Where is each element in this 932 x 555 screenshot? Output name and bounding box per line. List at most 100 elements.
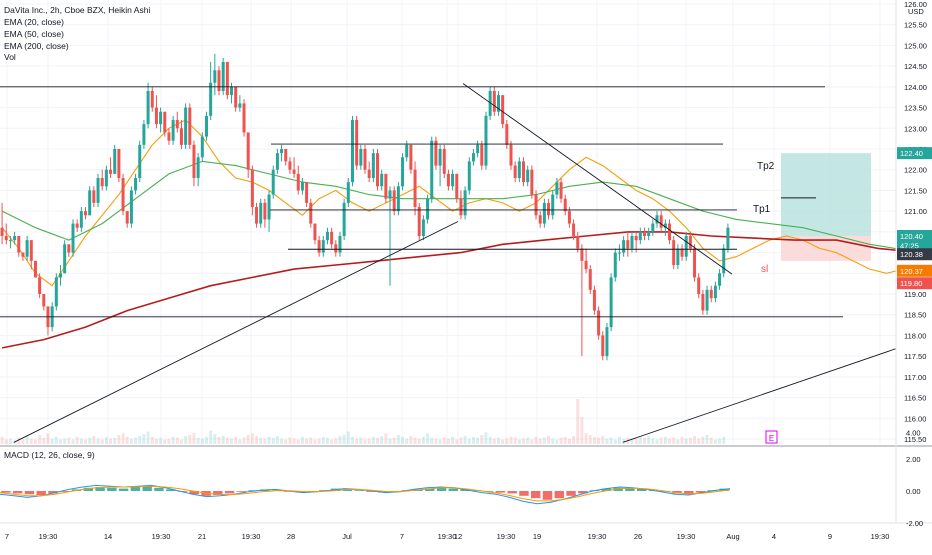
time-tick-label: Aug (726, 532, 739, 541)
trend-drawings[interactable] (0, 83, 896, 443)
candle-body (713, 285, 717, 299)
volume-bar (505, 438, 509, 444)
candle-body (659, 215, 663, 228)
position-zones (781, 153, 871, 261)
volume-bar (96, 438, 100, 444)
volume-bar (651, 438, 655, 444)
candle-body (534, 194, 538, 216)
macd-histogram-bar (425, 488, 435, 491)
candle-body (288, 161, 292, 170)
volume-bars (0, 399, 726, 444)
volume-bar (492, 438, 496, 444)
downtrend-line[interactable] (462, 83, 733, 275)
macd-histogram-bar (483, 491, 494, 492)
candle-body (467, 161, 471, 191)
candle-body (530, 169, 534, 195)
macd-axis[interactable]: 4.00 2.00 0.00 -2.00 (906, 429, 923, 529)
candle-body (388, 190, 392, 199)
price-tick-label: 124.50 (904, 62, 927, 71)
candle-body (655, 215, 659, 224)
volume-bar (697, 438, 701, 444)
volume-bar (92, 435, 96, 444)
volume-bar (659, 437, 663, 444)
macd-histogram-bar (12, 491, 23, 494)
macd-tick-label: -2.00 (906, 519, 923, 528)
candle-body (672, 240, 676, 265)
volume-bar (371, 436, 375, 444)
volume-bar (401, 436, 405, 444)
macd-title[interactable]: MACD (12, 26, close, 9) (4, 450, 95, 460)
indicator-ema20[interactable]: EMA (20, close) (4, 17, 64, 27)
candle-body (271, 169, 275, 195)
candle-body (246, 132, 250, 170)
indicator-ema200[interactable]: EMA (200, close) (4, 41, 69, 51)
volume-bar (538, 438, 542, 444)
volume-bar (54, 436, 58, 444)
candle-body (622, 240, 626, 253)
macd-histogram-bar (248, 490, 258, 491)
volume-bar (250, 433, 254, 444)
candle-body (121, 178, 125, 212)
uptrend-line-left[interactable] (13, 221, 459, 443)
candle-body (21, 252, 25, 257)
volume-bar (534, 436, 538, 444)
macd-histogram-bar (601, 488, 612, 491)
candle-body (405, 144, 409, 158)
macd-histogram-bar (224, 491, 235, 494)
candle-body (726, 227, 730, 249)
time-tick-label: 19:30 (39, 532, 58, 541)
candle-body (538, 215, 542, 224)
symbol-title[interactable]: DaVita Inc., 2h, Cboe BZX, Heikin Ashi (4, 5, 150, 15)
macd-histogram-bar (672, 491, 682, 494)
candle-body (526, 169, 530, 183)
candle-body (718, 273, 722, 286)
volume-bar (376, 437, 379, 444)
candle-body (488, 91, 492, 116)
indicator-ema50[interactable]: EMA (50, close) (4, 29, 64, 39)
price-label-box (897, 230, 932, 242)
candle-body (567, 211, 571, 224)
volume-bar (580, 417, 584, 444)
event-marker-box[interactable] (765, 430, 778, 444)
candle-body (242, 103, 246, 133)
price-label-text: 120.40 (900, 232, 923, 241)
price-tick-label: 125.50 (904, 21, 927, 30)
volume-bar (588, 435, 592, 444)
volume-bar (213, 434, 217, 444)
candle-body (8, 240, 12, 242)
candle-body (634, 236, 638, 241)
candle-body (380, 173, 384, 187)
volume-bar (330, 439, 334, 444)
uptrend-line-right[interactable] (622, 348, 896, 443)
macd-histogram-bar (36, 491, 46, 495)
time-tick-label: 19:30 (152, 532, 171, 541)
volume-bar (221, 435, 225, 444)
volume-bar (488, 436, 492, 444)
price-label-box (897, 277, 932, 290)
candle-body (96, 178, 100, 203)
volume-bar (559, 437, 563, 444)
price-tick-label: 118.50 (904, 311, 926, 320)
volume-bar (547, 435, 551, 444)
candle-body (213, 70, 217, 83)
volume-bar (275, 435, 279, 444)
indicator-vol[interactable]: Vol (4, 52, 16, 62)
volume-bar (267, 436, 271, 444)
volume-bar (680, 436, 684, 444)
candle-body (651, 223, 655, 232)
candle-body (396, 186, 400, 212)
candle-body (42, 294, 46, 307)
candle-body (230, 86, 234, 96)
volume-bar (630, 439, 634, 444)
price-tick-label: 119.00 (904, 290, 926, 299)
volume-bar (380, 435, 384, 444)
time-tick-label: 19:30 (871, 532, 890, 541)
volume-bar (446, 438, 450, 444)
macd-histogram-bar (531, 491, 541, 499)
macd-histogram-bar (24, 491, 35, 495)
price-tick-label: 122.00 (904, 166, 927, 175)
volume-bar (100, 439, 104, 444)
